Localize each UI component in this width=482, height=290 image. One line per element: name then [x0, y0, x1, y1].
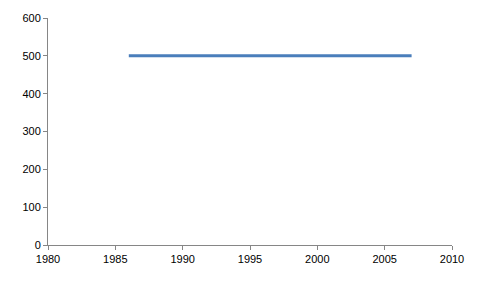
svg-text:0: 0: [35, 239, 41, 251]
svg-text:600: 600: [22, 12, 40, 24]
svg-text:300: 300: [22, 125, 40, 137]
svg-text:2010: 2010: [440, 253, 464, 265]
svg-text:1985: 1985: [103, 253, 127, 265]
svg-text:400: 400: [22, 88, 40, 100]
svg-text:1990: 1990: [170, 253, 194, 265]
svg-text:500: 500: [22, 50, 40, 62]
svg-text:200: 200: [22, 163, 40, 175]
svg-text:1980: 1980: [36, 253, 60, 265]
svg-text:2000: 2000: [305, 253, 329, 265]
svg-text:2005: 2005: [372, 253, 396, 265]
svg-text:100: 100: [22, 201, 40, 213]
svg-text:1995: 1995: [238, 253, 262, 265]
